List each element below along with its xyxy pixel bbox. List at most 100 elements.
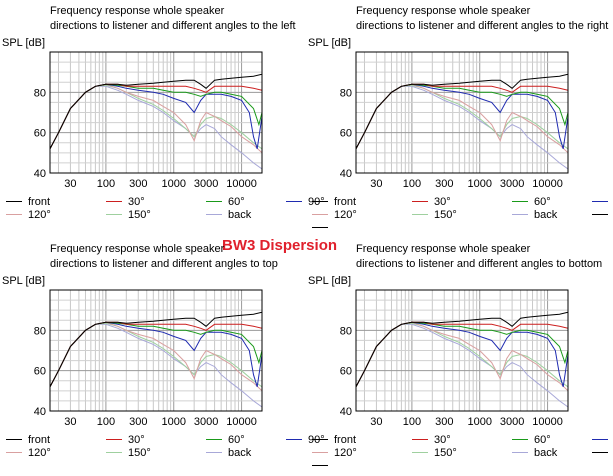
legend-item: 30° xyxy=(412,196,451,208)
overlay-title: BW3 Dispersion xyxy=(222,237,338,254)
legend-item: back xyxy=(206,209,251,221)
legend-item: back xyxy=(512,209,557,221)
x-tick-label: 30 xyxy=(64,178,76,190)
legend-label: 90° xyxy=(308,434,325,446)
legend-label: 120° xyxy=(334,209,357,221)
plot-frame xyxy=(355,51,569,174)
series-group xyxy=(356,311,568,408)
y-tick-label: 80 xyxy=(34,87,46,99)
legend-swatch xyxy=(312,213,328,215)
panel-title-line1: Frequency response whole speaker xyxy=(50,243,225,255)
plot-frame xyxy=(49,289,263,412)
legend-label: 30° xyxy=(434,196,451,208)
legend-swatch xyxy=(6,451,22,453)
legend-label: 150° xyxy=(128,447,151,459)
plot-area: 40 60 80 30 100 300 1000 3000 10000 xyxy=(340,289,569,428)
legend-swatch xyxy=(312,464,328,466)
legend-item xyxy=(592,209,613,221)
legend-label: 150° xyxy=(128,209,151,221)
legend-swatch xyxy=(206,451,222,453)
panel-title-line2: directions to listener and different ang… xyxy=(356,258,603,270)
legend-item: 150° xyxy=(412,447,457,459)
legend-item: 60° xyxy=(206,196,245,208)
legend-item: 30° xyxy=(412,434,451,446)
legend-swatch xyxy=(512,438,528,440)
chart-panel-left: Frequency response whole speaker directi… xyxy=(0,0,325,238)
legend-swatch xyxy=(512,213,528,215)
y-axis-label: SPL [dB] xyxy=(2,37,46,49)
legend-item: 120° xyxy=(6,209,51,221)
x-tick-label: 1000 xyxy=(161,178,185,190)
legend-item: 150° xyxy=(412,209,457,221)
legend-item: 30° xyxy=(106,196,145,208)
legend-swatch xyxy=(312,226,328,228)
y-tick-label: 40 xyxy=(34,168,46,180)
legend-label: 30° xyxy=(128,196,145,208)
legend-item: 120° xyxy=(312,447,357,459)
legend-item: 60° xyxy=(512,196,551,208)
x-tick-label: 3000 xyxy=(500,178,524,190)
series-group xyxy=(50,311,262,408)
legend-swatch xyxy=(106,438,122,440)
legend-item: 90° xyxy=(592,434,613,446)
legend-label: 120° xyxy=(334,447,357,459)
legend-label: 60° xyxy=(534,196,551,208)
legend-item: 120° xyxy=(312,209,357,221)
legend-item: 60° xyxy=(512,434,551,446)
legend-item: 30° xyxy=(106,434,145,446)
x-tick-label: 300 xyxy=(435,416,453,428)
plot-frame xyxy=(49,51,263,174)
y-tick-label: 40 xyxy=(340,168,352,180)
legend-item xyxy=(312,222,334,234)
x-tick-label: 1000 xyxy=(467,416,491,428)
legend-item: front xyxy=(6,196,50,208)
legend-swatch xyxy=(312,200,328,202)
legend-swatch xyxy=(106,200,122,202)
y-tick-label: 80 xyxy=(34,325,46,337)
legend-swatch xyxy=(286,438,302,440)
legend-item: back xyxy=(206,447,251,459)
legend-item: front xyxy=(312,434,356,446)
legend-item: back xyxy=(512,447,557,459)
legend-label: back xyxy=(534,209,558,221)
plot-frame xyxy=(355,289,569,412)
plot-area: 40 60 80 30 100 300 1000 3000 10000 xyxy=(34,289,263,428)
legend-swatch xyxy=(312,438,328,440)
legend-item: 150° xyxy=(106,209,151,221)
legend-label: 120° xyxy=(28,447,51,459)
legend-swatch xyxy=(6,213,22,215)
x-tick-label: 100 xyxy=(97,178,115,190)
legend-swatch xyxy=(592,451,608,453)
x-tick-label: 30 xyxy=(370,416,382,428)
legend-swatch xyxy=(412,200,428,202)
legend-swatch xyxy=(512,451,528,453)
legend-item: front xyxy=(6,434,50,446)
legend-label: front xyxy=(28,196,51,208)
legend-swatch xyxy=(206,213,222,215)
x-tick-label: 10000 xyxy=(532,178,563,190)
panel-title-line2: directions to listener and different ang… xyxy=(50,20,296,32)
panel-title-line1: Frequency response whole speaker xyxy=(50,5,225,17)
legend-label: front xyxy=(28,434,51,446)
chart-panel-bottom: Frequency response whole speaker directi… xyxy=(306,238,612,476)
legend-swatch xyxy=(592,438,608,440)
legend-label: back xyxy=(534,447,558,459)
legend-swatch xyxy=(286,200,302,202)
series-line-front xyxy=(50,311,262,388)
legend-label: front xyxy=(334,196,357,208)
legend-swatch xyxy=(312,451,328,453)
legend-swatch xyxy=(412,438,428,440)
legend-item: 90° xyxy=(592,196,613,208)
chart-panel-right: Frequency response whole speaker directi… xyxy=(306,0,612,238)
legend-item: front xyxy=(312,196,356,208)
x-tick-label: 3000 xyxy=(194,416,218,428)
plot-area: 40 60 80 30 100 300 1000 3000 10000 xyxy=(340,51,569,190)
legend-label: 120° xyxy=(28,209,51,221)
panel-title-line2: directions to listener and different ang… xyxy=(50,258,278,270)
legend-label: 60° xyxy=(228,196,245,208)
plot-area: 40 60 80 30 100 300 1000 3000 10000 xyxy=(34,51,263,190)
x-tick-label: 1000 xyxy=(467,178,491,190)
legend-swatch xyxy=(592,213,608,215)
legend-item: 150° xyxy=(106,447,151,459)
panel-title-line2: directions to listener and different ang… xyxy=(356,20,609,32)
